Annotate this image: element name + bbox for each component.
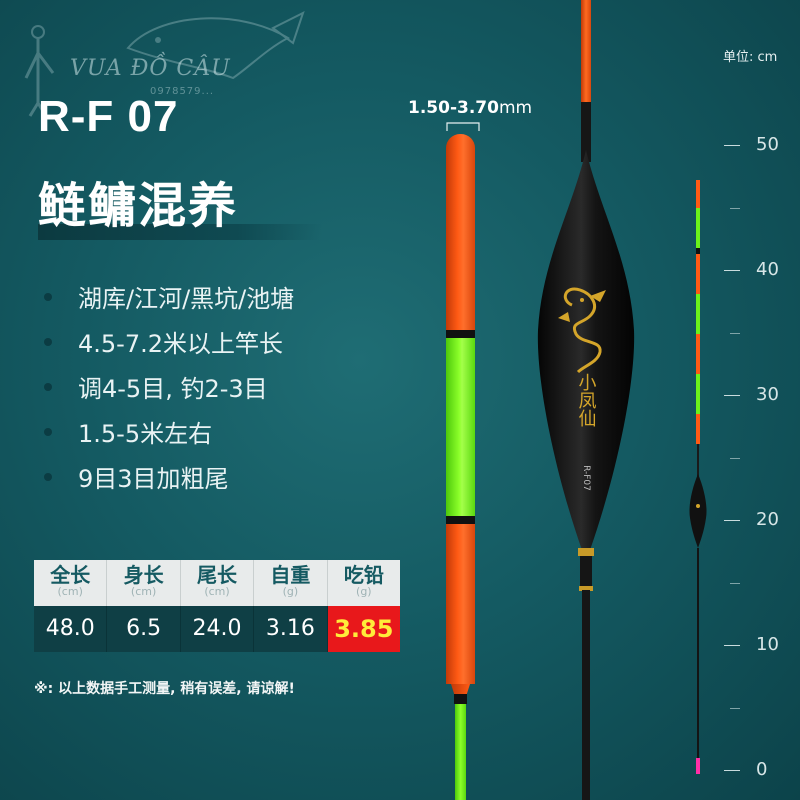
- feature-item: 湖库/江河/黑坑/池塘: [44, 274, 294, 319]
- spec-value-body-length: 6.5: [107, 606, 181, 652]
- scale-tick-label: 30: [756, 384, 779, 405]
- feature-item: 调4-5目, 钓2-3目: [44, 364, 294, 409]
- scale-unit-label: 单位: cm: [723, 50, 778, 65]
- spec-table-header: 全长 (cm) 身长 (cm) 尾长 (cm) 自重 (g) 吃铅 (g): [34, 560, 400, 606]
- tail-diameter-label: 1.50-3.70mm: [408, 98, 532, 118]
- bullet-icon: [44, 337, 52, 346]
- feature-item: 9目3目加粗尾: [44, 454, 294, 499]
- float-code-text: R-F07: [581, 465, 591, 491]
- title-underline-bar: [38, 224, 322, 240]
- bullet-icon: [44, 292, 52, 301]
- float-closeup: 小凤仙 R-F07: [537, 0, 635, 800]
- watermark-phone: 0978579...: [150, 86, 215, 97]
- bullet-icon: [44, 382, 52, 391]
- spec-header-cell: 全长 (cm): [34, 560, 108, 606]
- tail-diameter-range: 1.50-3.70: [408, 98, 499, 118]
- spec-header-cell: 尾长 (cm): [181, 560, 255, 606]
- scale-tick-label: 50: [756, 134, 779, 155]
- scale-tick-label: 20: [756, 509, 779, 530]
- spec-header-cell: 自重 (g): [254, 560, 328, 606]
- watermark-brand: VUA ĐỒ CÂU: [70, 56, 231, 81]
- scale-major-tick: [724, 270, 740, 271]
- scale-major-tick: [724, 770, 740, 771]
- scale-major-tick: [724, 645, 740, 646]
- feature-item: 1.5-5米左右: [44, 409, 294, 454]
- scale-tick-label: 0: [756, 759, 768, 780]
- spec-value-weight: 3.16: [254, 606, 328, 652]
- spec-value-lead-capacity: 3.85: [327, 606, 401, 652]
- float-brand-text: 小凤仙: [576, 373, 597, 427]
- measurement-note: ※: 以上数据手工测量, 稍有误差, 请谅解!: [34, 681, 295, 697]
- scale-minor-tick: [730, 582, 740, 584]
- spec-value-total-length: 48.0: [34, 606, 108, 652]
- feature-list: 湖库/江河/黑坑/池塘 4.5-7.2米以上竿长 调4-5目, 钓2-3目 1.…: [44, 274, 294, 499]
- model-code: R-F 07: [38, 92, 179, 141]
- spec-value-tail-length: 24.0: [181, 606, 255, 652]
- feature-item: 4.5-7.2米以上竿长: [44, 319, 294, 364]
- diameter-bracket-icon: [446, 122, 480, 131]
- scale-minor-tick: [730, 332, 740, 334]
- tail-diameter-unit: mm: [498, 98, 533, 118]
- bullet-icon: [44, 472, 52, 481]
- bullet-icon: [44, 427, 52, 436]
- scale-tick-label: 40: [756, 259, 779, 280]
- tail-closeup: [446, 134, 475, 800]
- scale-major-tick: [724, 520, 740, 521]
- scale-major-tick: [724, 395, 740, 396]
- scale-major-tick: [724, 145, 740, 146]
- scale-minor-tick: [730, 707, 740, 709]
- spec-table: 全长 (cm) 身长 (cm) 尾长 (cm) 自重 (g) 吃铅 (g) 48.0 6.…: [34, 560, 401, 652]
- float-full-view: [689, 180, 707, 774]
- spec-table-row: 48.0 6.5 24.0 3.16 3.85: [34, 606, 401, 652]
- scale-minor-tick: [730, 457, 740, 459]
- product-name: 鲢鳙混养: [38, 178, 239, 234]
- spec-header-cell: 吃铅 (g): [343, 563, 384, 598]
- dragon-emblem-icon: [558, 287, 606, 374]
- scale-minor-tick: [730, 207, 740, 209]
- watermark-fish-logo: [24, 11, 305, 117]
- scale-tick-label: 10: [756, 634, 779, 655]
- spec-header-cell: 身长 (cm): [107, 560, 181, 606]
